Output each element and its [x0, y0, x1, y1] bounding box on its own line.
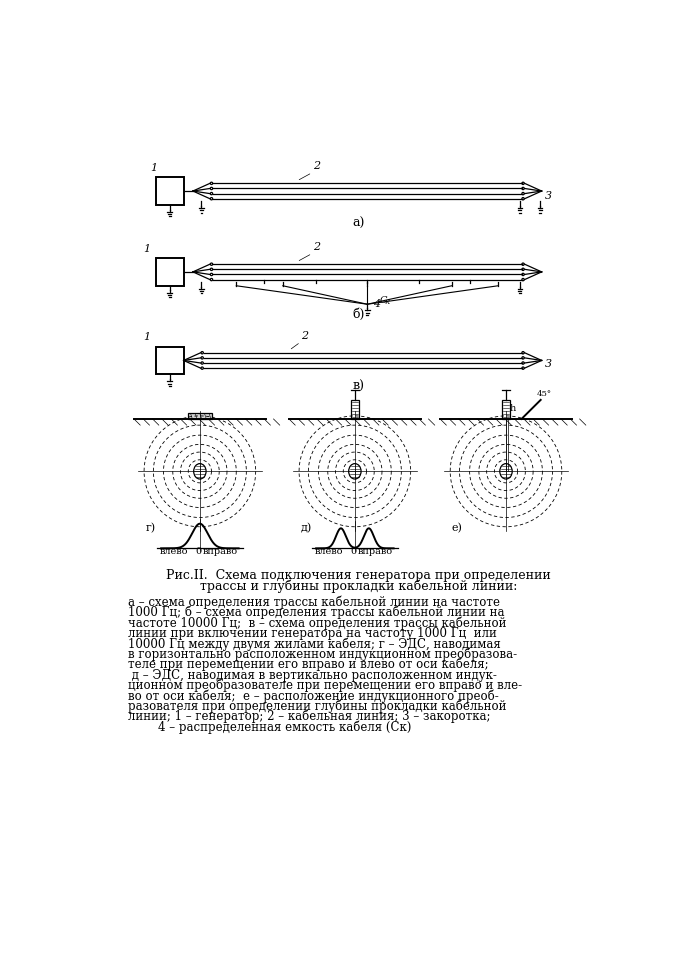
- Text: 1: 1: [143, 244, 150, 254]
- Text: вправо: вправо: [357, 548, 392, 556]
- Bar: [155, 258, 183, 286]
- Ellipse shape: [500, 464, 512, 479]
- Text: г): г): [146, 523, 155, 533]
- Text: 1: 1: [150, 163, 158, 173]
- Text: 2: 2: [313, 242, 320, 253]
- Text: h: h: [510, 404, 516, 413]
- Text: 4: 4: [374, 300, 381, 309]
- Text: вправо: вправо: [202, 548, 237, 556]
- Text: к: к: [384, 299, 389, 306]
- Text: 45°: 45°: [537, 390, 552, 398]
- Text: 0: 0: [350, 548, 356, 556]
- Text: 2: 2: [313, 161, 320, 172]
- Text: линии; 1 – генератор; 2 – кабельная линия; 3 – закоротка;: линии; 1 – генератор; 2 – кабельная лини…: [128, 710, 490, 723]
- Bar: [155, 178, 183, 205]
- Text: 3: 3: [545, 190, 552, 201]
- Text: 0: 0: [195, 548, 202, 556]
- Text: ционном преобразователе при перемещении его вправо и вле-: ционном преобразователе при перемещении …: [128, 678, 522, 692]
- Text: 3: 3: [545, 358, 552, 369]
- Text: Рис.II.  Схема подключения генератора при определении: Рис.II. Схема подключения генератора при…: [167, 569, 551, 582]
- Text: в): в): [353, 380, 365, 392]
- Text: 4 – распределенная емкость кабеля (Ск): 4 – распределенная емкость кабеля (Ск): [128, 720, 411, 734]
- Text: 1000 Гц; б – схема определения трассы кабельной линии на: 1000 Гц; б – схема определения трассы ка…: [128, 606, 504, 620]
- Bar: [188, 413, 211, 419]
- Text: трассы и глубины прокладки кабельной линии:: трассы и глубины прокладки кабельной лин…: [200, 580, 517, 592]
- Text: 2: 2: [301, 331, 308, 341]
- Bar: [351, 400, 358, 419]
- Bar: [502, 400, 510, 419]
- Text: а – схема определения трассы кабельной линии на частоте: а – схема определения трассы кабельной л…: [128, 595, 500, 609]
- Text: С: С: [379, 296, 387, 305]
- Text: теле при перемещении его вправо и влево от оси кабеля;: теле при перемещении его вправо и влево …: [128, 658, 489, 671]
- Text: в горизонтально расположенном индукционном преобразова-: в горизонтально расположенном индукционн…: [128, 647, 517, 661]
- Text: д – ЭДС, наводимая в вертикально расположенном индук-: д – ЭДС, наводимая в вертикально располо…: [128, 669, 497, 682]
- Text: линии при включении генератора на частоту 1000 Гц  или: линии при включении генератора на частот…: [128, 628, 497, 640]
- Text: д): д): [300, 523, 312, 533]
- Ellipse shape: [349, 464, 361, 479]
- Text: разователя при определении глубины прокладки кабельной: разователя при определении глубины прокл…: [128, 700, 506, 713]
- Text: 10000 Гц между двумя жилами кабеля; г – ЭДС, наводимая: 10000 Гц между двумя жилами кабеля; г – …: [128, 637, 500, 651]
- Text: влево: влево: [160, 548, 188, 556]
- Text: частоте 10000 Гц;  в – схема определения трассы кабельной: частоте 10000 Гц; в – схема определения …: [128, 617, 506, 630]
- Bar: [155, 346, 183, 375]
- Text: влево: влево: [314, 548, 343, 556]
- Text: б): б): [353, 308, 365, 321]
- Ellipse shape: [194, 464, 206, 479]
- Text: е): е): [452, 523, 463, 533]
- Text: во от оси кабеля;  е – расположение индукционного преоб-: во от оси кабеля; е – расположение индук…: [128, 689, 498, 703]
- Text: 1: 1: [143, 333, 150, 343]
- Text: а): а): [353, 217, 365, 229]
